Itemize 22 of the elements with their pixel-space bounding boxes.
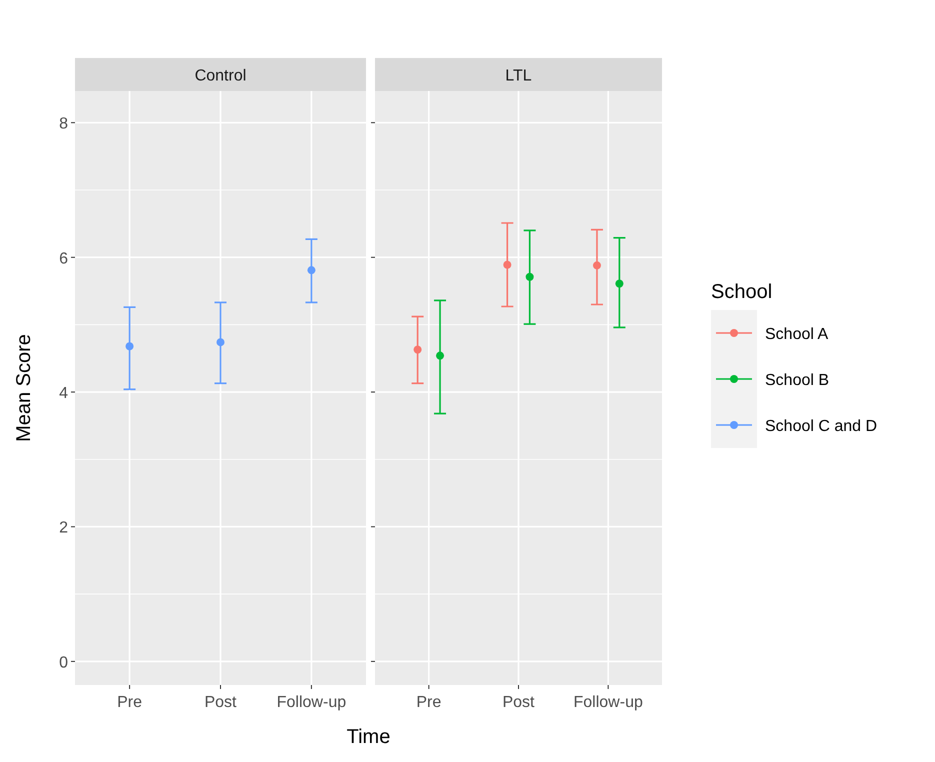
legend-label: School C and D [765,418,878,435]
y-tick-label: 0 [59,654,68,672]
x-tick-label: Pre [117,694,142,711]
legend-label: School B [765,372,830,389]
y-axis-title: Mean Score [13,334,35,442]
y-tick-label: 6 [59,250,68,268]
x-axis-title: Time [346,726,390,748]
y-tick-label: 8 [59,116,68,133]
x-tick-label: Post [502,694,536,711]
x-tick-label: Follow-up [574,694,643,711]
y-tick-label: 2 [59,520,68,537]
x-tick-label: Follow-up [276,694,346,711]
chart-title: Control [194,68,246,84]
x-tick-label: Pre [416,694,442,711]
legend-label: School A [765,326,828,343]
legend-title: School [711,281,772,303]
x-tick-label: Post [204,694,238,711]
point [126,342,134,350]
point [307,266,316,274]
point [216,338,224,346]
y-tick-label: 4 [59,385,68,402]
chart-title: LTL [505,68,532,84]
